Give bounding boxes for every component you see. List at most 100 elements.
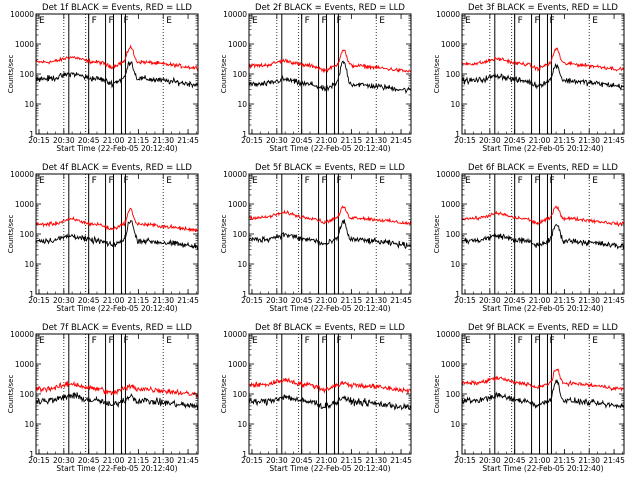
x-tick-label: 20:15 [28, 136, 50, 145]
y-tick-label: 10 [450, 100, 460, 109]
interval-marker: E [166, 336, 172, 346]
y-tick-label: 10000 [223, 170, 247, 179]
interval-marker: E [39, 336, 45, 346]
interval-marker: F [518, 336, 523, 346]
interval-marker: F [336, 336, 341, 346]
interval-marker: F [336, 176, 341, 186]
interval-marker: F [109, 16, 114, 26]
x-tick-label: 20:15 [454, 136, 476, 145]
lld-series-line [249, 205, 411, 226]
x-tick-label: 20:45 [291, 456, 313, 465]
x-tick-label: 20:30 [53, 136, 75, 145]
y-axis-label: Counts/sec [220, 55, 228, 94]
y-tick-label: 1000 [228, 360, 247, 369]
x-tick-label: 21:45 [390, 296, 412, 305]
y-tick-label: 10000 [10, 330, 34, 339]
plot-frame [461, 333, 625, 455]
interval-marker: F [92, 16, 97, 26]
interval-marker: E [252, 336, 258, 346]
y-tick-label: 10 [450, 260, 460, 269]
panel-title: Det 4f BLACK = Events, RED = LLD [42, 163, 192, 173]
plot-frame [461, 13, 625, 135]
interval-marker: F [549, 16, 554, 26]
interval-marker: F [535, 16, 540, 26]
interval-marker: E [379, 176, 385, 186]
y-tick-label: 100 [446, 70, 461, 79]
panel-title: Det 2f BLACK = Events, RED = LLD [255, 3, 405, 13]
y-tick-label: 100 [233, 70, 248, 79]
y-tick-label: 10 [24, 100, 34, 109]
x-tick-label: 21:45 [177, 456, 199, 465]
x-axis-label: Start Time (22-Feb-05 20:12:40) [482, 464, 603, 473]
x-tick-label: 21:45 [177, 296, 199, 305]
x-tick-label: 21:00 [103, 456, 125, 465]
y-tick-label: 100 [20, 230, 35, 239]
y-tick-label: 10000 [223, 330, 247, 339]
interval-marker: E [465, 336, 471, 346]
y-tick-label: 100 [233, 230, 248, 239]
y-axis-label: Counts/sec [220, 375, 228, 414]
interval-marker: E [252, 16, 258, 26]
y-tick-label: 1000 [441, 360, 460, 369]
x-tick-label: 21:30 [152, 296, 174, 305]
y-tick-label: 1 [29, 450, 34, 459]
events-series-line [249, 394, 411, 411]
x-axis-label: Start Time (22-Feb-05 20:12:40) [269, 144, 390, 153]
y-tick-label: 100 [233, 390, 248, 399]
y-tick-label: 10 [24, 260, 34, 269]
y-tick-label: 1000 [15, 200, 34, 209]
x-tick-label: 21:15 [128, 136, 150, 145]
x-axis-label: Start Time (22-Feb-05 20:12:40) [56, 464, 177, 473]
x-tick-label: 21:00 [103, 136, 125, 145]
x-tick-label: 21:45 [603, 136, 625, 145]
y-tick-label: 10 [237, 100, 247, 109]
interval-marker: F [305, 336, 310, 346]
y-axis-label: Counts/sec [433, 215, 441, 254]
x-tick-label: 20:30 [53, 296, 75, 305]
x-tick-label: 21:45 [390, 136, 412, 145]
interval-marker: F [549, 176, 554, 186]
y-tick-label: 1000 [15, 40, 34, 49]
y-tick-label: 10000 [10, 10, 34, 19]
x-tick-label: 21:00 [316, 456, 338, 465]
x-tick-label: 20:15 [28, 456, 50, 465]
y-axis-label: Counts/sec [433, 375, 441, 414]
x-axis-label: Start Time (22-Feb-05 20:12:40) [56, 144, 177, 153]
x-tick-label: 20:30 [266, 296, 288, 305]
x-tick-label: 21:45 [177, 136, 199, 145]
interval-marker: F [109, 176, 114, 186]
y-axis-label: Counts/sec [7, 55, 15, 94]
interval-marker: E [39, 16, 45, 26]
x-tick-label: 20:30 [266, 136, 288, 145]
x-tick-label: 21:30 [365, 296, 387, 305]
x-tick-label: 21:30 [578, 136, 600, 145]
interval-marker: F [336, 16, 341, 26]
x-tick-label: 20:15 [241, 296, 263, 305]
y-tick-label: 10000 [10, 170, 34, 179]
x-tick-label: 21:15 [341, 296, 363, 305]
x-tick-label: 20:30 [266, 456, 288, 465]
plot-frame [248, 13, 412, 135]
x-tick-label: 21:15 [554, 296, 576, 305]
x-tick-label: 20:15 [454, 456, 476, 465]
x-tick-label: 21:30 [365, 456, 387, 465]
panel-title: Det 5f BLACK = Events, RED = LLD [255, 163, 405, 173]
y-axis-label: Counts/sec [220, 215, 228, 254]
events-series-line [36, 60, 198, 89]
interval-marker: F [518, 176, 523, 186]
interval-marker: F [109, 336, 114, 346]
lld-series-line [462, 205, 624, 228]
interval-marker: F [322, 176, 327, 186]
y-tick-label: 1000 [441, 200, 460, 209]
interval-marker: F [322, 336, 327, 346]
plot-frame [35, 173, 199, 295]
x-tick-label: 21:45 [603, 456, 625, 465]
panel-title: Det 9f BLACK = Events, RED = LLD [468, 323, 618, 333]
x-tick-label: 20:45 [291, 296, 313, 305]
interval-marker: F [518, 16, 523, 26]
